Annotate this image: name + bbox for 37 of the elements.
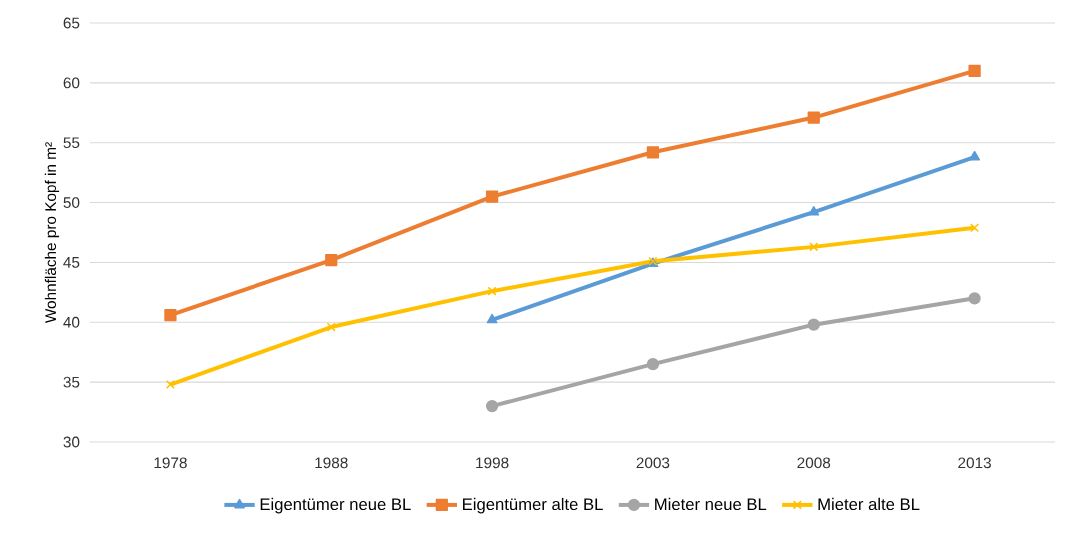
point (487, 286, 497, 296)
point (969, 150, 980, 161)
point (809, 242, 819, 252)
point (807, 111, 820, 124)
legend-label: Mieter alte BL (818, 497, 920, 511)
legend-label: Eigentümer neue BL (260, 497, 411, 514)
point (486, 313, 498, 324)
point (485, 190, 499, 203)
x-tick-label: 2003 (636, 457, 670, 469)
point (968, 292, 981, 305)
y-tick-label: 55 (63, 137, 80, 149)
y-tick-label: 50 (63, 197, 80, 208)
point (326, 322, 336, 332)
y-tick-label: 45 (63, 257, 80, 268)
point (808, 206, 820, 216)
x-tick-label: 1988 (315, 457, 348, 469)
y-tick-label: 40 (63, 316, 80, 328)
x-tick-label: 1978 (154, 457, 187, 469)
legend-label: Mieter neue BL (655, 497, 767, 511)
y-tick-label: 35 (63, 376, 80, 388)
point (807, 318, 820, 331)
point (325, 253, 338, 267)
point (485, 399, 499, 413)
point (970, 223, 980, 233)
point (165, 379, 175, 390)
y-tick-label: 60 (63, 77, 80, 89)
x-tick-label: 1998 (476, 457, 509, 469)
x-tick-label: 2008 (797, 457, 831, 469)
point (646, 146, 660, 159)
legend-label: Eigentümer alte BL (463, 497, 603, 514)
point (968, 64, 981, 78)
y-tick-label: 30 (63, 436, 80, 448)
y-axis-title: Wohnfläche pro Kopf in m² (44, 142, 60, 324)
x-tick-label: 2013 (958, 457, 991, 469)
y-tick-label: 65 (63, 17, 80, 29)
point (646, 358, 660, 371)
point (164, 308, 177, 322)
